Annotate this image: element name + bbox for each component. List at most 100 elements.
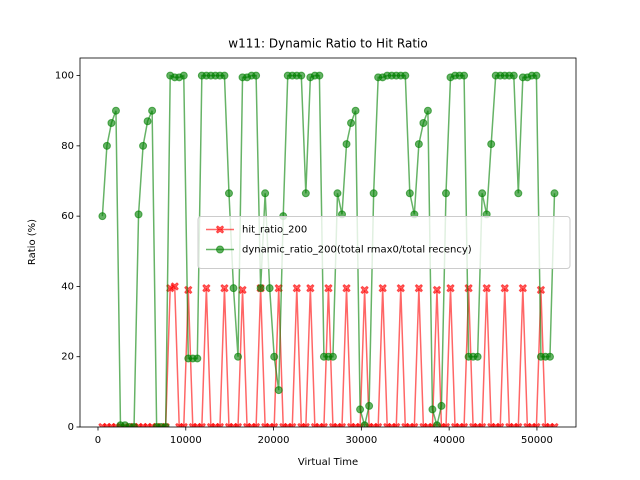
data-point: [229, 284, 238, 293]
data-point: [414, 284, 424, 293]
data-point: [545, 352, 554, 361]
data-point: [179, 71, 188, 80]
data-point: [347, 119, 356, 128]
legend-label: hit_ratio_200: [242, 225, 307, 236]
data-point: [333, 189, 342, 198]
x-tick-label: 50000: [521, 435, 553, 446]
legend-marker: [216, 245, 224, 254]
data-point: [319, 422, 329, 427]
data-point: [292, 284, 301, 293]
data-point: [518, 284, 528, 293]
data-point: [396, 284, 405, 293]
data-point: [315, 71, 324, 80]
data-point: [351, 106, 360, 115]
data-point: [337, 422, 347, 427]
y-tick-label: 20: [61, 352, 74, 363]
data-point: [423, 106, 432, 115]
x-tick-label: 30000: [345, 435, 377, 446]
plot-area: [98, 71, 559, 427]
y-tick-label: 60: [61, 211, 74, 222]
data-point: [301, 422, 311, 427]
data-point: [143, 117, 152, 126]
data-point: [274, 386, 283, 395]
data-point: [102, 141, 111, 150]
data-point: [401, 71, 410, 80]
y-tick-label: 100: [55, 71, 74, 82]
data-point: [261, 189, 270, 198]
data-point: [478, 189, 487, 198]
data-point: [509, 71, 518, 80]
data-point: [356, 405, 365, 414]
data-point: [392, 422, 401, 427]
x-axis-label: Virtual Time: [298, 457, 358, 468]
axes-frame: [79, 57, 577, 428]
data-point: [487, 140, 496, 149]
data-point: [500, 284, 509, 293]
legend-box: [197, 216, 571, 269]
data-point: [446, 284, 455, 293]
data-point: [130, 423, 139, 427]
data-point: [550, 189, 559, 198]
data-point: [139, 141, 148, 150]
data-point: [414, 140, 423, 149]
data-point: [234, 352, 243, 361]
data-point: [550, 422, 559, 427]
x-tick-label: 10000: [170, 435, 202, 446]
data-point: [306, 284, 315, 293]
data-point: [256, 284, 265, 293]
data-point: [369, 189, 378, 198]
data-point: [288, 422, 297, 427]
data-point: [193, 354, 202, 363]
y-axis-label: Ratio (%): [27, 219, 38, 265]
data-point: [202, 284, 211, 293]
x-tick-label: 20000: [258, 435, 290, 446]
data-point: [473, 352, 482, 361]
data-point: [233, 422, 243, 427]
data-point: [514, 422, 523, 427]
data-point: [324, 284, 333, 293]
data-point: [482, 284, 491, 293]
y-tick-label: 80: [61, 141, 74, 152]
data-point: [270, 422, 279, 427]
data-point: [342, 284, 351, 293]
data-point: [215, 422, 225, 427]
data-point: [441, 189, 450, 198]
data-point: [441, 422, 451, 427]
data-point: [197, 422, 207, 427]
data-point: [360, 421, 369, 427]
data-point: [98, 212, 107, 221]
data-point: [459, 422, 469, 427]
data-point: [532, 71, 541, 80]
x-tick-label: 40000: [433, 435, 465, 446]
data-point: [419, 119, 428, 128]
legend-label: dynamic_ratio_200(total rmax0/total rece…: [242, 245, 472, 256]
y-tick-label: 0: [68, 422, 74, 433]
data-point: [496, 422, 505, 427]
data-point: [252, 71, 261, 80]
data-point: [532, 422, 541, 427]
data-point: [428, 405, 437, 414]
data-point: [301, 189, 310, 198]
x-tick-label: 0: [95, 435, 101, 446]
data-point: [297, 71, 306, 80]
data-point: [360, 285, 369, 295]
data-point: [365, 401, 374, 410]
data-point: [378, 284, 387, 293]
data-point: [134, 210, 143, 219]
data-point: [328, 352, 337, 361]
data-point: [224, 189, 233, 198]
data-point: [270, 352, 279, 361]
data-point: [107, 119, 116, 128]
legend: hit_ratio_200 dynamic_ratio_200(total rma…: [197, 216, 571, 269]
data-point: [437, 401, 446, 410]
chart-title: w111: Dynamic Ratio to Hit Ratio: [228, 37, 427, 51]
data-point: [111, 106, 120, 115]
data-point: [432, 285, 442, 295]
data-point: [405, 189, 414, 198]
data-point: [460, 71, 469, 80]
data-point: [477, 422, 487, 427]
data-point: [238, 285, 247, 295]
legend-marker: [215, 225, 225, 234]
data-point: [220, 284, 229, 293]
